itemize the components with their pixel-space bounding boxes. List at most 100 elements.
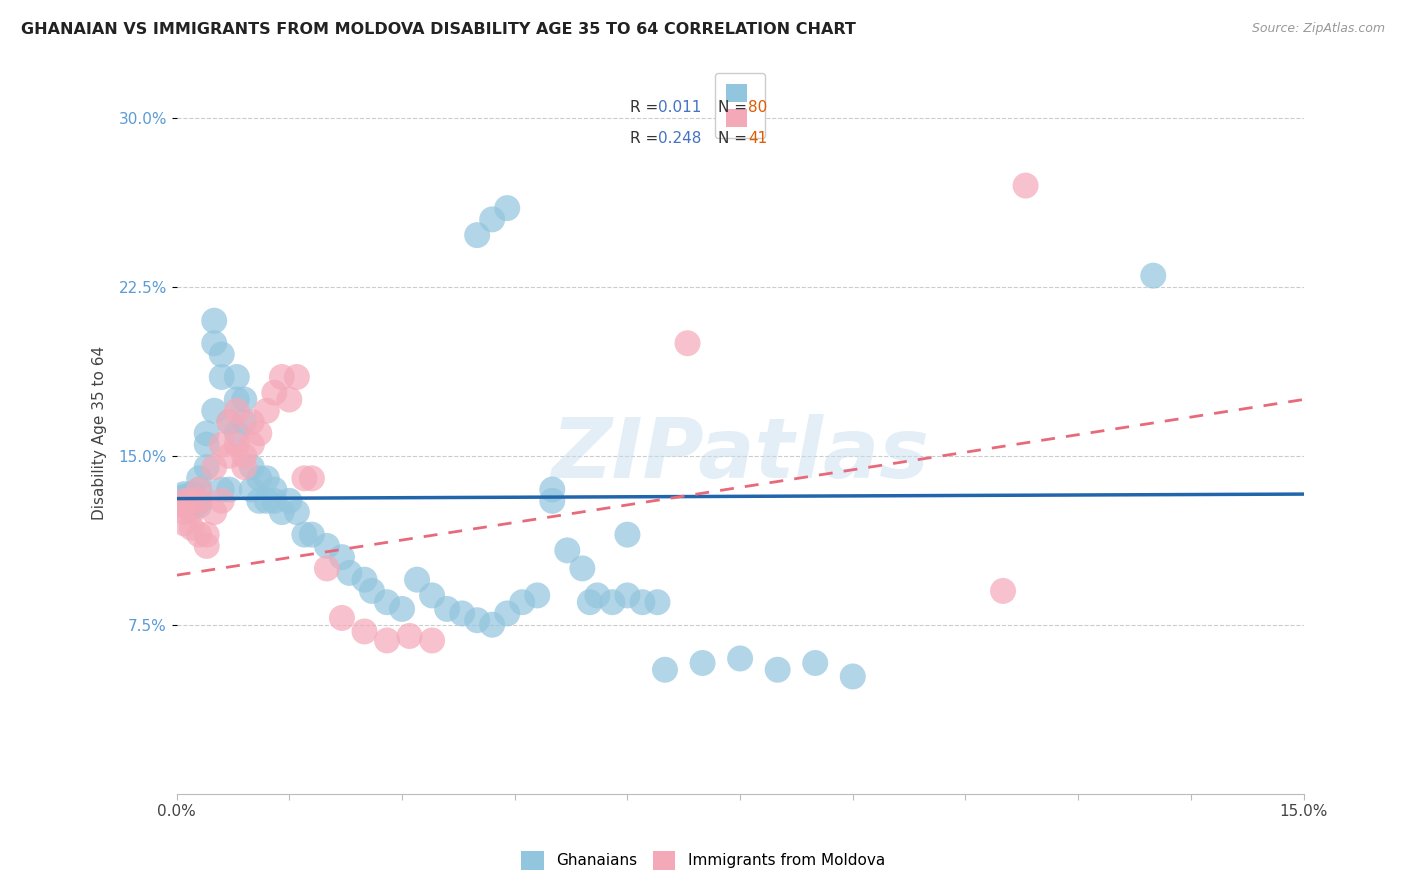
Text: Source: ZipAtlas.com: Source: ZipAtlas.com [1251,22,1385,36]
Point [391,602,413,616]
Point [481,212,503,227]
Point [180,491,202,506]
Point [180,496,202,510]
Point [233,392,256,407]
Point [263,483,285,497]
Point [202,314,225,328]
Point [211,493,233,508]
Point [188,483,211,497]
Point [233,415,256,429]
Text: GHANAIAN VS IMMIGRANTS FROM MOLDOVA DISABILITY AGE 35 TO 64 CORRELATION CHART: GHANAIAN VS IMMIGRANTS FROM MOLDOVA DISA… [21,22,856,37]
Point [339,566,361,580]
Point [676,336,699,351]
Point [481,617,503,632]
Point [173,491,195,506]
Point [240,483,263,497]
Point [1142,268,1164,283]
Point [202,336,225,351]
Point [555,543,578,558]
Point [375,633,398,648]
Point [353,624,375,639]
Point [602,595,624,609]
Point [465,613,488,627]
Point [180,505,202,519]
Point [211,483,233,497]
Point [173,489,195,503]
Point [195,460,218,475]
Point [510,595,533,609]
Point [225,404,247,418]
Point [361,583,384,598]
Point [285,370,308,384]
Point [202,505,225,519]
Point [188,527,211,541]
Point [233,449,256,463]
Point [256,471,278,485]
Point [398,629,420,643]
Text: N =: N = [717,100,751,115]
Text: 0.011: 0.011 [658,100,702,115]
Point [991,583,1014,598]
Point [292,471,315,485]
Point [278,493,301,508]
Point [631,595,654,609]
Point [330,611,353,625]
Point [225,437,247,451]
Point [233,460,256,475]
Point [316,539,339,553]
Point [188,471,211,485]
Text: 80: 80 [748,100,768,115]
Point [247,426,270,441]
Point [292,527,315,541]
Point [842,669,865,683]
Point [766,663,789,677]
Point [330,550,353,565]
Point [173,493,195,508]
Point [180,489,202,503]
Point [406,573,429,587]
Point [526,589,548,603]
Point [247,493,270,508]
Point [586,589,609,603]
Point [195,527,218,541]
Point [541,493,564,508]
Point [804,656,827,670]
Point [202,404,225,418]
Point [316,561,339,575]
Point [195,539,218,553]
Point [188,493,211,508]
Point [579,595,602,609]
Point [256,493,278,508]
Point [270,370,292,384]
Point [195,437,218,451]
Text: N =: N = [717,130,751,145]
Point [1014,178,1036,193]
Point [451,607,474,621]
Text: ZIPatlas: ZIPatlas [551,415,929,495]
Point [496,607,519,621]
Point [240,437,263,451]
Point [173,505,195,519]
Point [270,505,292,519]
Point [256,404,278,418]
Point [692,656,714,670]
Point [263,493,285,508]
Text: 41: 41 [748,130,768,145]
Point [211,347,233,361]
Point [218,483,240,497]
Point [211,370,233,384]
Point [180,493,202,508]
Point [173,499,195,513]
Point [218,449,240,463]
Point [225,426,247,441]
Point [211,437,233,451]
Point [420,633,443,648]
Point [173,516,195,531]
Point [420,589,443,603]
Point [173,499,195,513]
Point [465,228,488,243]
Point [263,385,285,400]
Point [728,651,751,665]
Point [616,589,638,603]
Point [188,483,211,497]
